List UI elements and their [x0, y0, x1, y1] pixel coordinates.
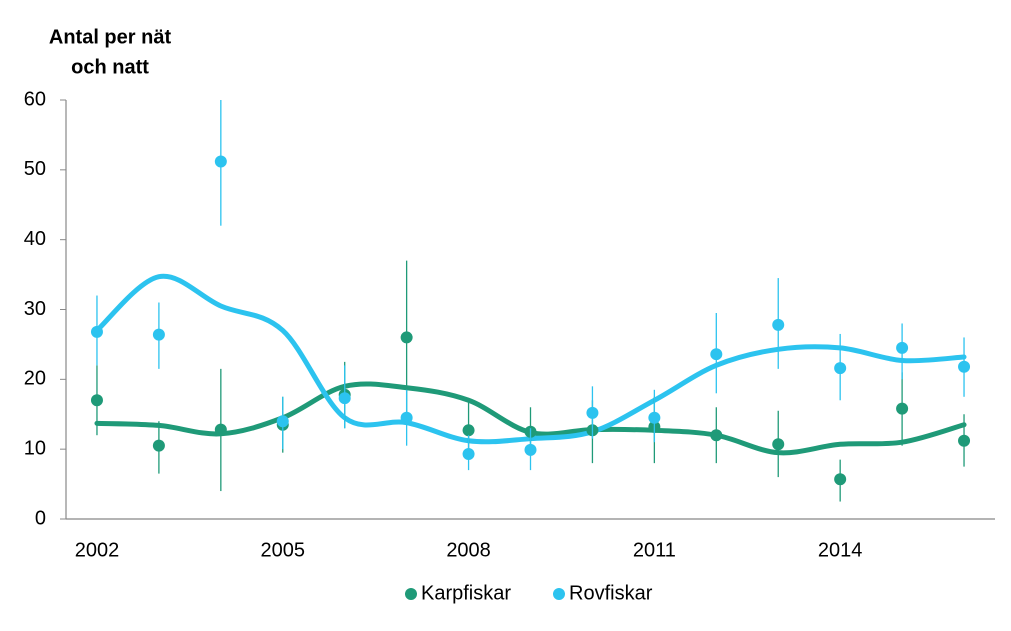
y-tick-label: 40: [24, 228, 46, 250]
data-point: [958, 360, 971, 373]
data-point: [896, 341, 909, 354]
data-point: [152, 439, 165, 452]
data-point: [958, 434, 971, 447]
data-point: [586, 406, 599, 419]
data-point: [834, 362, 847, 375]
data-point: [214, 155, 227, 168]
data-point: [710, 429, 723, 442]
trend-line: [94, 273, 967, 445]
data-point: [896, 402, 909, 415]
data-point: [214, 423, 227, 436]
x-tick-label: 2005: [261, 539, 306, 561]
x-tick-label: 2014: [818, 539, 863, 561]
data-point: [710, 348, 723, 361]
x-tick-label: 2002: [75, 539, 120, 561]
y-tick-label: 0: [35, 507, 46, 529]
data-point: [772, 438, 785, 451]
data-point: [648, 411, 661, 424]
data-point: [152, 328, 165, 341]
y-tick-label: 20: [24, 368, 46, 390]
legend-label: Rovfiskar: [569, 582, 653, 604]
data-point: [462, 424, 475, 437]
data-point: [524, 443, 537, 456]
data-point: [400, 411, 413, 424]
data-point: [400, 331, 413, 344]
y-axis-title: och natt: [71, 56, 149, 78]
y-axis-title: Antal per nät: [49, 26, 172, 48]
data-point: [276, 415, 289, 428]
x-tick-label: 2011: [633, 539, 676, 561]
legend-marker: [553, 588, 565, 600]
y-tick-label: 30: [24, 298, 46, 320]
data-point: [772, 318, 785, 331]
legend-label: Karpfiskar: [421, 582, 511, 604]
data-point: [90, 325, 103, 338]
x-tick-label: 2008: [446, 539, 491, 561]
data-point: [462, 448, 475, 461]
legend-marker: [405, 588, 417, 600]
data-point: [834, 473, 847, 486]
data-point: [338, 392, 351, 405]
data-point: [90, 394, 103, 407]
y-tick-label: 50: [24, 158, 46, 180]
y-tick-label: 60: [24, 88, 46, 110]
y-tick-label: 10: [24, 437, 46, 459]
